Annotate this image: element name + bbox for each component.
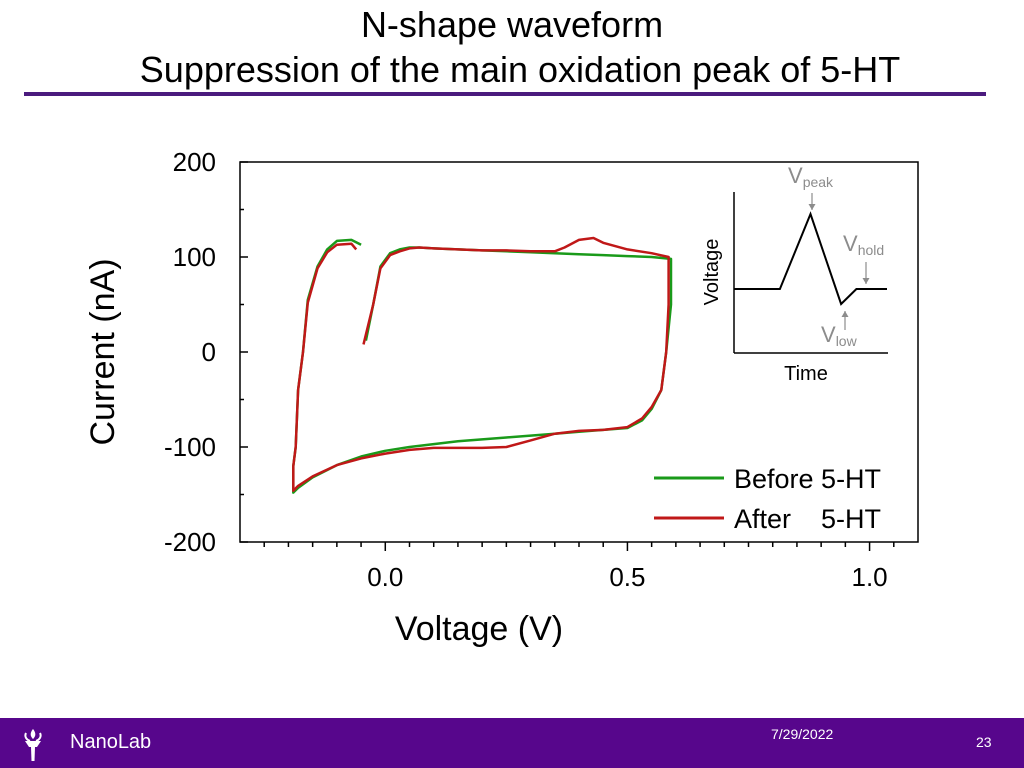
inset-y-label: Voltage (701, 239, 723, 306)
main-plot: 200 100 0 -100 -200 0.0 0.5 1.0 Voltage (V) Curre… (84, 147, 918, 648)
y-axis-label: Current (nA) (84, 258, 122, 445)
cyclic-voltammogram-chart: 200 100 0 -100 -200 0.0 0.5 1.0 Voltage (V) Curre… (0, 0, 1024, 718)
footer-bar: NanoLab 7/29/2022 23 (0, 718, 1024, 768)
x-axis-label: Voltage (V) (395, 610, 563, 648)
y-tick-label: 200 (173, 147, 216, 177)
legend-label: Before 5-HT (734, 464, 881, 494)
annotation-v-hold: Vhold (843, 231, 884, 258)
footer-date: 7/29/2022 (771, 725, 841, 744)
annotation-v-peak: Vpeak (788, 163, 834, 190)
x-tick-label: 1.0 (851, 562, 887, 592)
inset-x-label: Time (784, 363, 828, 385)
footer-page-number: 23 (976, 734, 992, 750)
y-tick-label: 100 (173, 242, 216, 272)
waveform-inset: Time Voltage Vpeak Vhold Vlow (701, 163, 888, 385)
x-tick-label: 0.5 (609, 562, 645, 592)
annotation-arrowhead (809, 204, 816, 210)
annotation-arrowhead (863, 278, 870, 284)
y-tick-label: -200 (164, 527, 216, 557)
y-tick-label: 0 (202, 337, 216, 367)
series-line-after (293, 238, 668, 491)
series-line-before (293, 240, 671, 493)
legend-label: After 5-HT (734, 504, 881, 534)
torch-icon (14, 725, 52, 763)
x-tick-label: 0.0 (367, 562, 403, 592)
annotation-arrowhead (842, 311, 849, 317)
y-tick-label: -100 (164, 432, 216, 462)
waveform-line (734, 214, 887, 304)
annotation-v-low: Vlow (821, 322, 858, 349)
footer-lab-name: NanoLab (70, 731, 151, 754)
